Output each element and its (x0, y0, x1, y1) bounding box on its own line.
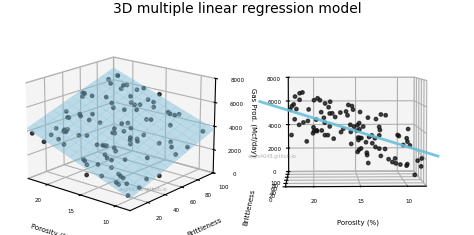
Y-axis label: Brittleness: Brittleness (243, 188, 256, 226)
Y-axis label: Brittleness: Brittleness (186, 217, 222, 235)
X-axis label: Porosity (%): Porosity (%) (30, 223, 72, 235)
Text: 3D multiple linear regression model: 3D multiple linear regression model (113, 2, 361, 16)
Text: aegis4048.github.io: aegis4048.github.io (248, 154, 297, 159)
Text: aegis4048.github.io: aegis4048.github.io (119, 187, 168, 192)
X-axis label: Porosity (%): Porosity (%) (337, 219, 379, 226)
